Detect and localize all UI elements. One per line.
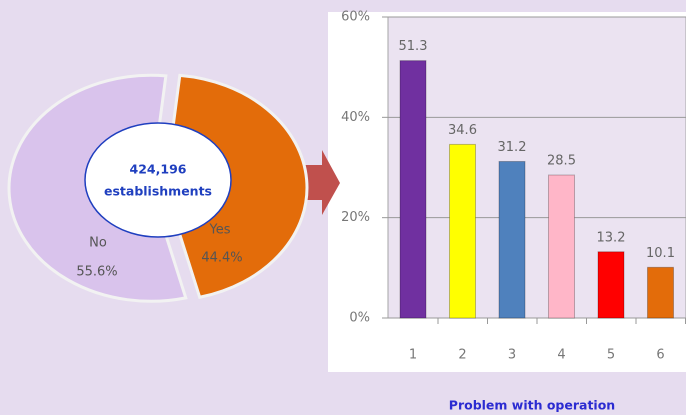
bar [597, 251, 625, 319]
center-label: 424,196 [130, 162, 187, 177]
value-label: 13.2 [597, 230, 626, 245]
x-tick-label: 5 [607, 348, 615, 363]
bar [498, 160, 526, 319]
y-tick-label: 60% [341, 10, 370, 25]
value-label: 34.6 [448, 123, 477, 138]
slice-category: No [89, 236, 107, 251]
bar [449, 143, 476, 319]
value-label: 28.5 [547, 154, 576, 169]
center-badge [84, 122, 232, 238]
bar [399, 60, 427, 319]
x-tick-label: 6 [656, 348, 664, 363]
x-tick-label: 1 [409, 348, 417, 363]
x-axis-label: Problem with operation [449, 398, 615, 413]
plot-area [387, 16, 686, 319]
bar [548, 174, 575, 319]
x-tick-label: 4 [557, 348, 565, 363]
value-label: 31.2 [498, 140, 527, 155]
value-label: 10.1 [646, 246, 675, 261]
slice-value-label: 55.6% [76, 265, 117, 280]
slice-value-label: 44.4% [201, 251, 242, 266]
center-label: establishments [104, 184, 212, 199]
y-tick-label: 40% [341, 110, 370, 125]
slice-category: Yes [209, 223, 231, 238]
bar [647, 266, 674, 319]
y-tick-label: 0% [349, 311, 370, 326]
y-tick-label: 20% [341, 210, 370, 225]
arrow [298, 150, 340, 215]
pie-slice [163, 73, 309, 300]
x-tick-label: 3 [508, 348, 516, 363]
x-tick-label: 2 [458, 348, 466, 363]
value-label: 51.3 [399, 39, 428, 54]
